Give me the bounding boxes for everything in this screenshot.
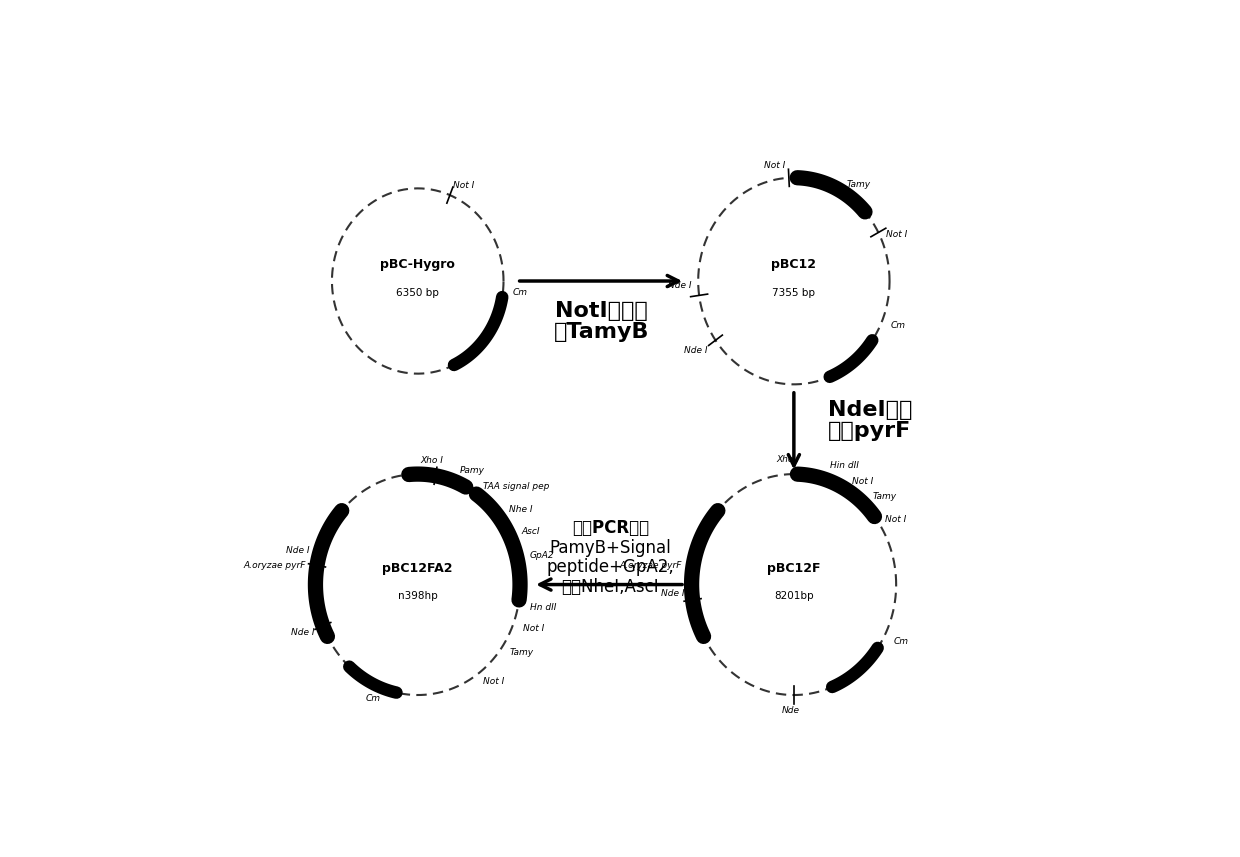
Text: Nde I: Nde I	[291, 628, 315, 637]
Text: 插入pyrF: 插入pyrF	[828, 422, 911, 441]
Text: Nde I: Nde I	[684, 345, 708, 355]
Text: Cm: Cm	[890, 321, 905, 329]
Text: A.oryzae pyrF: A.oryzae pyrF	[620, 560, 682, 570]
Text: Hin dII: Hin dII	[830, 461, 858, 470]
Text: Not I: Not I	[764, 161, 786, 170]
Text: Not I: Not I	[453, 181, 474, 190]
Text: Pamy: Pamy	[460, 466, 485, 475]
Text: Tamy: Tamy	[873, 492, 897, 501]
Text: pBC12: pBC12	[771, 258, 816, 271]
Text: Cm: Cm	[894, 638, 909, 646]
Text: NdeI单切: NdeI单切	[827, 399, 911, 420]
Text: NotI单切插: NotI单切插	[554, 301, 647, 321]
Text: A.oryzae pyrF: A.oryzae pyrF	[243, 560, 306, 570]
Text: peptide+GpA2,: peptide+GpA2,	[547, 559, 675, 577]
Text: 引入NheI,AscI: 引入NheI,AscI	[562, 578, 660, 596]
Text: Nde I: Nde I	[667, 281, 691, 291]
Text: n398hp: n398hp	[398, 591, 438, 602]
Text: PamyB+Signal: PamyB+Signal	[549, 539, 671, 557]
Text: 融合PCR得到: 融合PCR得到	[572, 519, 649, 537]
Text: Nde I: Nde I	[285, 547, 309, 555]
Text: AscI: AscI	[521, 527, 539, 536]
Text: Nde I: Nde I	[661, 589, 684, 598]
Text: pBC-Hygro: pBC-Hygro	[381, 258, 455, 271]
Text: TAA signal pep: TAA signal pep	[484, 482, 549, 491]
Text: Not I: Not I	[484, 677, 505, 686]
Text: Xho I: Xho I	[420, 456, 444, 465]
Text: Tamy: Tamy	[846, 180, 870, 189]
Text: pBC12F: pBC12F	[768, 561, 821, 574]
Text: Not I: Not I	[887, 230, 908, 239]
Text: Nhe I: Nhe I	[510, 505, 533, 514]
Text: Nde: Nde	[781, 705, 800, 715]
Text: 入TamyB: 入TamyB	[553, 322, 649, 343]
Text: Hn dII: Hn dII	[531, 603, 557, 612]
Text: 8201bp: 8201bp	[774, 591, 813, 602]
Text: 7355 bp: 7355 bp	[773, 288, 816, 298]
Text: pBC12FA2: pBC12FA2	[382, 561, 453, 574]
Text: Cm: Cm	[513, 288, 528, 297]
Text: Not I: Not I	[885, 515, 906, 524]
Text: Not I: Not I	[523, 624, 544, 633]
Text: Cm: Cm	[366, 694, 381, 703]
Text: 6350 bp: 6350 bp	[397, 288, 439, 298]
Text: GpA2: GpA2	[529, 551, 554, 560]
Text: Not I: Not I	[852, 477, 874, 486]
Text: Xho I: Xho I	[776, 455, 800, 464]
Text: Tamy: Tamy	[510, 648, 534, 656]
